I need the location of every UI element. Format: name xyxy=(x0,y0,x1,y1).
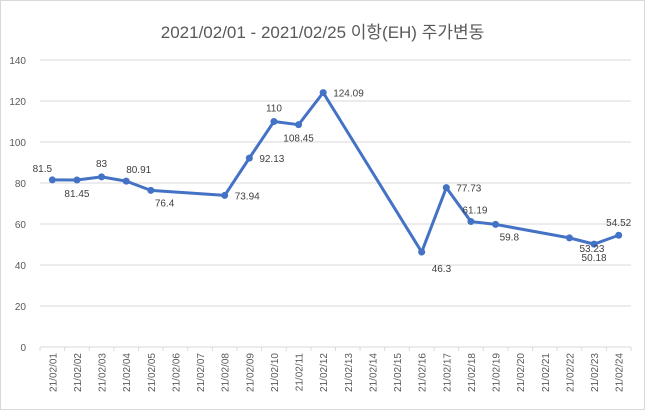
x-tick-label: 21/02/09 xyxy=(245,353,256,392)
data-label: 46.3 xyxy=(432,264,452,275)
x-tick-label: 21/02/01 xyxy=(48,353,59,392)
x-tick-label: 21/02/04 xyxy=(122,353,133,392)
data-point xyxy=(418,248,426,256)
x-tick-label: 21/02/21 xyxy=(541,353,552,392)
data-label: 54.52 xyxy=(606,218,631,229)
data-label: 73.94 xyxy=(235,191,260,202)
y-tick-label: 60 xyxy=(15,220,27,231)
data-label: 110 xyxy=(266,104,282,115)
x-tick-label: 21/02/17 xyxy=(442,353,453,392)
x-tick-label: 21/02/12 xyxy=(319,353,330,392)
data-label: 124.09 xyxy=(333,89,364,100)
data-point xyxy=(48,176,56,184)
y-tick-label: 100 xyxy=(9,138,26,149)
x-tick-label: 21/02/10 xyxy=(270,353,281,392)
data-label: 50.18 xyxy=(582,253,607,264)
data-label: 92.13 xyxy=(259,154,284,165)
y-tick-label: 20 xyxy=(15,302,27,313)
data-point xyxy=(615,231,623,239)
data-label: 80.91 xyxy=(126,165,151,176)
x-tick-label: 21/02/22 xyxy=(565,353,576,392)
y-tick-label: 40 xyxy=(15,261,27,272)
data-point xyxy=(442,184,450,192)
x-tick-label: 21/02/08 xyxy=(221,353,232,392)
data-label: 59.8 xyxy=(500,232,520,243)
x-tick-label: 21/02/19 xyxy=(492,353,503,392)
y-tick-label: 0 xyxy=(20,343,26,354)
data-point xyxy=(467,218,475,226)
data-point xyxy=(122,177,130,185)
data-point xyxy=(295,121,303,129)
data-point xyxy=(492,220,500,228)
data-label: 81.45 xyxy=(64,189,89,200)
x-tick-label: 21/02/06 xyxy=(171,353,182,392)
data-point xyxy=(590,240,598,248)
data-point xyxy=(565,234,573,242)
y-tick-label: 140 xyxy=(9,56,26,67)
data-label: 76.4 xyxy=(155,198,175,209)
data-point xyxy=(147,186,155,194)
data-point xyxy=(73,176,81,184)
data-label: 81.5 xyxy=(33,164,53,175)
data-label: 53.23 xyxy=(579,244,604,255)
x-tick-label: 21/02/05 xyxy=(147,353,158,392)
x-tick-label: 21/02/13 xyxy=(344,353,355,392)
data-label: 83 xyxy=(96,159,108,170)
x-tick-label: 21/02/03 xyxy=(98,353,109,392)
y-tick-label: 80 xyxy=(15,179,27,190)
chart-title: 2021/02/01 - 2021/02/25 이항(EH) 주가변동 xyxy=(160,23,485,42)
x-tick-label: 21/02/07 xyxy=(196,353,207,392)
data-label: 77.73 xyxy=(456,184,481,195)
data-point xyxy=(245,154,253,162)
y-tick-label: 120 xyxy=(9,97,26,108)
data-point xyxy=(319,89,327,97)
data-point xyxy=(98,173,106,181)
x-tick-label: 21/02/23 xyxy=(590,353,601,392)
x-tick-label: 21/02/20 xyxy=(516,353,527,392)
data-point xyxy=(270,118,278,125)
data-label: 108.45 xyxy=(283,134,314,145)
x-tick-label: 21/02/16 xyxy=(418,353,429,392)
data-point xyxy=(221,191,229,199)
x-tick-label: 21/02/15 xyxy=(393,353,404,392)
x-tick-label: 21/02/11 xyxy=(295,353,306,392)
x-tick-label: 21/02/18 xyxy=(467,353,478,392)
x-tick-label: 21/02/02 xyxy=(73,353,84,392)
x-tick-label: 21/02/24 xyxy=(615,353,626,392)
data-label: 61.19 xyxy=(462,206,487,217)
x-tick-label: 21/02/14 xyxy=(368,353,379,392)
